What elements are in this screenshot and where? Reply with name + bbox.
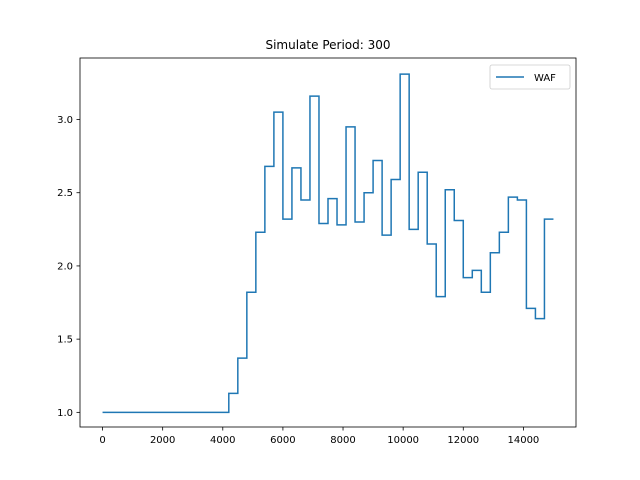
plot-frame [79,57,577,428]
x-tick-label: 8000 [330,435,355,446]
y-tick-label: 1.5 [57,335,73,346]
x-tick-label: 14000 [507,435,539,446]
y-tick-label: 3.0 [57,115,73,126]
plot-area [102,73,554,414]
plot-axes: 0 2000 4000 6000 8000 10000 12000 14000 1.0 1.5 2.… [57,115,539,446]
legend-label: WAF [534,73,556,84]
x-tick-label: 4000 [210,435,235,446]
y-tick-label: 2.0 [57,261,73,272]
legend-box [489,64,571,90]
series-line-waf [102,73,554,414]
x-tick-label: 2000 [150,435,175,446]
x-tick-label: 10000 [387,435,419,446]
y-tick-label: 2.5 [57,188,73,199]
x-tick-label: 6000 [270,435,295,446]
legend: WAF [489,64,571,90]
x-tick-label: 0 [99,435,105,446]
x-tick-label: 12000 [447,435,479,446]
y-tick-label: 1.0 [57,408,73,419]
chart-title: Simulate Period: 300 [265,38,390,52]
